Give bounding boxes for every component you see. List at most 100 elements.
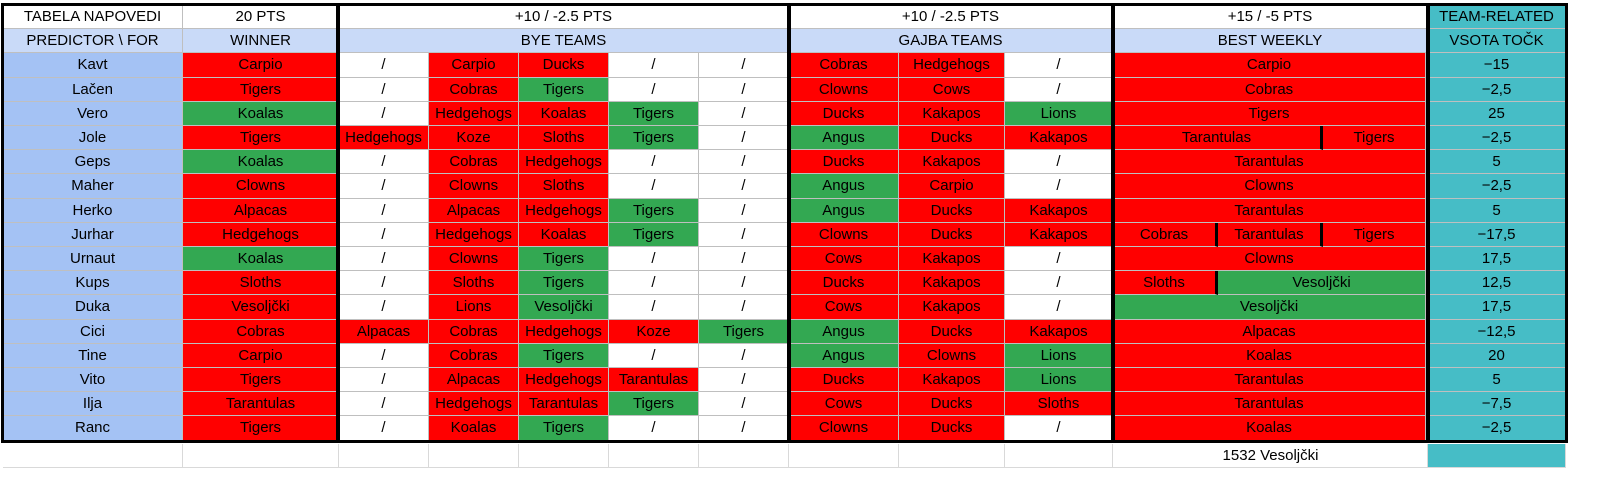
bye-team-cell[interactable]: Koalas bbox=[519, 222, 609, 247]
header1-title[interactable]: TABELA NAPOVEDI bbox=[3, 5, 183, 30]
winner-cell[interactable]: Carpio bbox=[183, 53, 339, 78]
gajba-team-cell[interactable]: Angus bbox=[789, 319, 899, 344]
footer-cell[interactable] bbox=[339, 443, 429, 468]
best-weekly-cell[interactable]: Tigers bbox=[1323, 126, 1426, 151]
winner-cell[interactable]: Tigers bbox=[183, 126, 339, 151]
bye-team-cell[interactable]: / bbox=[609, 416, 699, 441]
predictor-name[interactable]: Ranc bbox=[3, 416, 183, 441]
predictor-name[interactable]: Urnaut bbox=[3, 247, 183, 272]
bye-team-cell[interactable]: Cobras bbox=[429, 319, 519, 344]
sum-cell[interactable]: 12,5 bbox=[1428, 271, 1566, 296]
gajba-team-cell[interactable]: / bbox=[1005, 271, 1113, 296]
gajba-team-cell[interactable]: Clowns bbox=[789, 77, 899, 102]
bye-team-cell[interactable]: / bbox=[339, 198, 429, 223]
bye-team-cell[interactable]: Tarantulas bbox=[519, 392, 609, 417]
bye-team-cell[interactable]: / bbox=[339, 271, 429, 296]
gajba-team-cell[interactable]: Angus bbox=[789, 174, 899, 199]
footer-cell[interactable] bbox=[899, 443, 1005, 468]
best-weekly-cell[interactable]: Tigers bbox=[1113, 101, 1426, 126]
footer-cell[interactable] bbox=[789, 443, 899, 468]
bye-team-cell[interactable]: Hedgehogs bbox=[519, 368, 609, 393]
best-weekly-cell[interactable]: Clowns bbox=[1113, 174, 1426, 199]
header2-best-weekly[interactable]: BEST WEEKLY bbox=[1113, 29, 1428, 54]
bye-team-cell[interactable]: / bbox=[339, 295, 429, 320]
sum-cell[interactable]: −15 bbox=[1428, 53, 1566, 78]
header2-bye-teams[interactable]: BYE TEAMS bbox=[339, 29, 789, 54]
gajba-team-cell[interactable]: Kakapos bbox=[899, 271, 1005, 296]
bye-team-cell[interactable]: Carpio bbox=[429, 53, 519, 78]
gajba-team-cell[interactable]: Ducks bbox=[789, 150, 899, 175]
gajba-team-cell[interactable]: Lions bbox=[1005, 101, 1113, 126]
header1-gajba-teams[interactable]: +10 / -2.5 PTS bbox=[789, 5, 1113, 30]
bye-team-cell[interactable]: / bbox=[339, 392, 429, 417]
bye-team-cell[interactable]: / bbox=[339, 53, 429, 78]
bye-team-cell[interactable]: / bbox=[699, 77, 789, 102]
gajba-team-cell[interactable]: / bbox=[1005, 174, 1113, 199]
bye-team-cell[interactable]: / bbox=[699, 271, 789, 296]
bye-team-cell[interactable]: Hedgehogs bbox=[339, 126, 429, 151]
footer-cell[interactable] bbox=[519, 443, 609, 468]
bye-team-cell[interactable]: Hedgehogs bbox=[429, 222, 519, 247]
best-weekly-cell[interactable]: Clowns bbox=[1113, 247, 1426, 272]
gajba-team-cell[interactable]: Kakapos bbox=[1005, 198, 1113, 223]
winner-cell[interactable]: Cobras bbox=[183, 319, 339, 344]
sum-cell[interactable]: 5 bbox=[1428, 198, 1566, 223]
winner-cell[interactable]: Tigers bbox=[183, 77, 339, 102]
gajba-team-cell[interactable]: Sloths bbox=[1005, 392, 1113, 417]
bye-team-cell[interactable]: Koze bbox=[429, 126, 519, 151]
gajba-team-cell[interactable]: Carpio bbox=[899, 174, 1005, 199]
gajba-team-cell[interactable]: Ducks bbox=[899, 222, 1005, 247]
bye-team-cell[interactable]: / bbox=[609, 247, 699, 272]
gajba-team-cell[interactable]: Ducks bbox=[899, 319, 1005, 344]
sum-cell[interactable]: 25 bbox=[1428, 101, 1566, 126]
gajba-team-cell[interactable]: / bbox=[1005, 247, 1113, 272]
bye-team-cell[interactable]: Alpacas bbox=[429, 198, 519, 223]
bye-team-cell[interactable]: / bbox=[339, 343, 429, 368]
bye-team-cell[interactable]: / bbox=[609, 150, 699, 175]
predictor-name[interactable]: Jurhar bbox=[3, 222, 183, 247]
bye-team-cell[interactable]: Sloths bbox=[519, 174, 609, 199]
predictor-name[interactable]: Vito bbox=[3, 368, 183, 393]
best-weekly-cell[interactable]: Alpacas bbox=[1113, 319, 1426, 344]
bye-team-cell[interactable]: Tigers bbox=[609, 392, 699, 417]
sum-cell[interactable]: −2,5 bbox=[1428, 126, 1566, 151]
bye-team-cell[interactable]: Hedgehogs bbox=[519, 319, 609, 344]
bye-team-cell[interactable]: Tigers bbox=[609, 126, 699, 151]
gajba-team-cell[interactable]: / bbox=[1005, 53, 1113, 78]
bye-team-cell[interactable]: / bbox=[609, 174, 699, 199]
gajba-team-cell[interactable]: Cows bbox=[899, 77, 1005, 102]
gajba-team-cell[interactable]: Clowns bbox=[789, 416, 899, 441]
bye-team-cell[interactable]: / bbox=[699, 198, 789, 223]
gajba-team-cell[interactable]: Ducks bbox=[899, 392, 1005, 417]
gajba-team-cell[interactable]: Ducks bbox=[789, 101, 899, 126]
footer-cell[interactable] bbox=[699, 443, 789, 468]
winner-cell[interactable]: Tigers bbox=[183, 416, 339, 441]
gajba-team-cell[interactable]: Kakapos bbox=[1005, 222, 1113, 247]
bye-team-cell[interactable]: / bbox=[699, 101, 789, 126]
gajba-team-cell[interactable]: / bbox=[1005, 416, 1113, 441]
sum-cell[interactable]: 5 bbox=[1428, 150, 1566, 175]
gajba-team-cell[interactable]: Lions bbox=[1005, 368, 1113, 393]
bye-team-cell[interactable]: / bbox=[699, 368, 789, 393]
sum-cell[interactable]: 17,5 bbox=[1428, 247, 1566, 272]
sum-cell[interactable]: −2,5 bbox=[1428, 174, 1566, 199]
gajba-team-cell[interactable]: Clowns bbox=[789, 222, 899, 247]
bye-team-cell[interactable]: Clowns bbox=[429, 174, 519, 199]
best-weekly-cell[interactable]: Cobras bbox=[1113, 77, 1426, 102]
footer-cell[interactable] bbox=[609, 443, 699, 468]
gajba-team-cell[interactable]: Ducks bbox=[789, 271, 899, 296]
sum-cell[interactable]: 17,5 bbox=[1428, 295, 1566, 320]
bye-team-cell[interactable]: Tigers bbox=[519, 271, 609, 296]
best-weekly-cell[interactable]: Cobras bbox=[1113, 222, 1218, 247]
bye-team-cell[interactable]: / bbox=[699, 126, 789, 151]
footer-cell[interactable] bbox=[1113, 443, 1428, 468]
bye-team-cell[interactable]: Alpacas bbox=[429, 368, 519, 393]
predictor-name[interactable]: Cici bbox=[3, 319, 183, 344]
sum-cell[interactable]: −2,5 bbox=[1428, 77, 1566, 102]
header2-team-related[interactable]: VSOTA TOČK bbox=[1428, 29, 1566, 54]
bye-team-cell[interactable]: / bbox=[339, 416, 429, 441]
predictor-name[interactable]: Lačen bbox=[3, 77, 183, 102]
bye-team-cell[interactable]: / bbox=[339, 247, 429, 272]
best-weekly-cell[interactable]: Tarantulas bbox=[1113, 198, 1426, 223]
bye-team-cell[interactable]: Tigers bbox=[609, 198, 699, 223]
